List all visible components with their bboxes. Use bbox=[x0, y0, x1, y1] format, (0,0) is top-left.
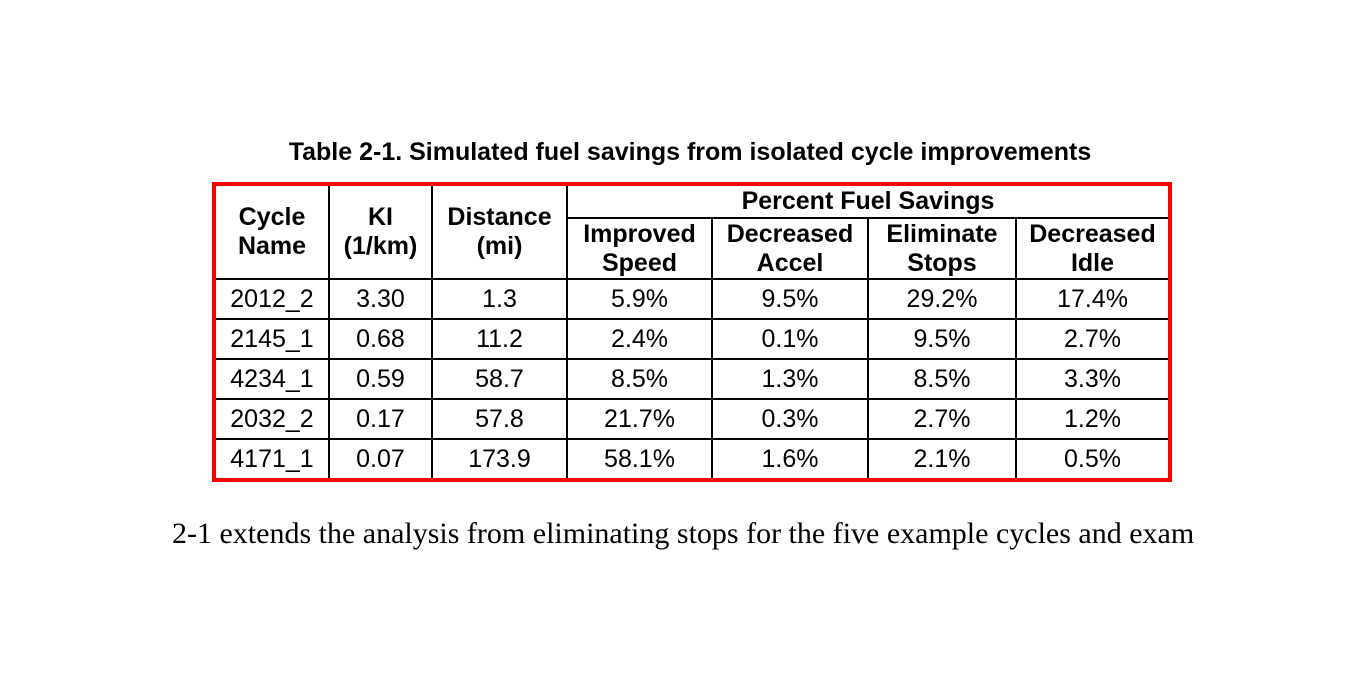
table-row: 2032_2 0.17 57.8 21.7% 0.3% 2.7% 1.2% bbox=[213, 398, 1171, 441]
cell-improved-speed: 2.4% bbox=[566, 318, 713, 361]
table-row: 2145_1 0.68 11.2 2.4% 0.1% 9.5% 2.7% bbox=[213, 318, 1171, 361]
cell-decreased-idle: 17.4% bbox=[1015, 278, 1171, 321]
table-caption: Table 2-1. Simulated fuel savings from i… bbox=[288, 138, 1092, 166]
column-header-decreased-idle: Decreased Idle bbox=[1015, 216, 1171, 281]
cell-eliminate-stops: 2.1% bbox=[867, 438, 1017, 482]
cell-decreased-idle: 1.2% bbox=[1015, 398, 1171, 441]
cell-ki: 3.30 bbox=[328, 278, 433, 321]
cell-improved-speed: 5.9% bbox=[566, 278, 713, 321]
column-header-distance: Distance (mi) bbox=[431, 182, 568, 281]
column-header-percent-fuel-savings: Percent Fuel Savings bbox=[566, 183, 1171, 219]
cell-eliminate-stops: 8.5% bbox=[867, 358, 1017, 401]
cell-cycle-name: 4234_1 bbox=[213, 358, 330, 401]
cell-improved-speed: 58.1% bbox=[566, 438, 713, 482]
cell-cycle-name: 4171_1 bbox=[213, 438, 330, 482]
body-text: 2-1 extends the analysis from eliminatin… bbox=[172, 517, 1195, 550]
column-header-decreased-accel: Decreased Accel bbox=[711, 216, 869, 281]
cell-decreased-idle: 0.5% bbox=[1015, 438, 1171, 482]
column-header-ki: KI (1/km) bbox=[328, 182, 433, 281]
cell-distance: 173.9 bbox=[431, 438, 568, 482]
cell-improved-speed: 8.5% bbox=[566, 358, 713, 401]
header-row-top: Cycle Name KI (1/km) Distance (mi) Perce… bbox=[213, 182, 1171, 281]
cell-decreased-accel: 0.1% bbox=[711, 318, 869, 361]
cell-cycle-name: 2012_2 bbox=[213, 278, 330, 321]
cell-eliminate-stops: 2.7% bbox=[867, 398, 1017, 441]
cell-cycle-name: 2032_2 bbox=[213, 398, 330, 441]
table-row: 4171_1 0.07 173.9 58.1% 1.6% 2.1% 0.5% bbox=[213, 438, 1171, 482]
table-row: 2012_2 3.30 1.3 5.9% 9.5% 29.2% 17.4% bbox=[213, 278, 1171, 321]
header-row-sub: Improved Speed Decreased Accel Eliminate… bbox=[214, 216, 1171, 281]
cell-ki: 0.07 bbox=[328, 438, 433, 482]
cell-distance: 11.2 bbox=[431, 318, 568, 361]
fuel-savings-table: Cycle Name KI (1/km) Distance (mi) Perce… bbox=[212, 182, 1172, 483]
cell-distance: 58.7 bbox=[431, 358, 568, 401]
cell-decreased-accel: 1.6% bbox=[711, 438, 869, 482]
table-row: 4234_1 0.59 58.7 8.5% 1.3% 8.5% 3.3% bbox=[213, 358, 1171, 401]
cell-decreased-accel: 0.3% bbox=[711, 398, 869, 441]
cell-ki: 0.17 bbox=[328, 398, 433, 441]
cell-eliminate-stops: 9.5% bbox=[867, 318, 1017, 361]
column-header-cycle-name: Cycle Name bbox=[213, 182, 330, 281]
cell-eliminate-stops: 29.2% bbox=[867, 278, 1017, 321]
column-header-improved-speed: Improved Speed bbox=[566, 216, 713, 281]
cell-decreased-accel: 9.5% bbox=[711, 278, 869, 321]
cell-cycle-name: 2145_1 bbox=[213, 318, 330, 361]
cell-ki: 0.59 bbox=[328, 358, 433, 401]
cell-decreased-accel: 1.3% bbox=[711, 358, 869, 401]
column-header-eliminate-stops: Eliminate Stops bbox=[867, 216, 1017, 281]
cell-decreased-idle: 2.7% bbox=[1015, 318, 1171, 361]
cell-decreased-idle: 3.3% bbox=[1015, 358, 1171, 401]
cell-improved-speed: 21.7% bbox=[566, 398, 713, 441]
cell-distance: 57.8 bbox=[431, 398, 568, 441]
cell-ki: 0.68 bbox=[328, 318, 433, 361]
cell-distance: 1.3 bbox=[431, 278, 568, 321]
